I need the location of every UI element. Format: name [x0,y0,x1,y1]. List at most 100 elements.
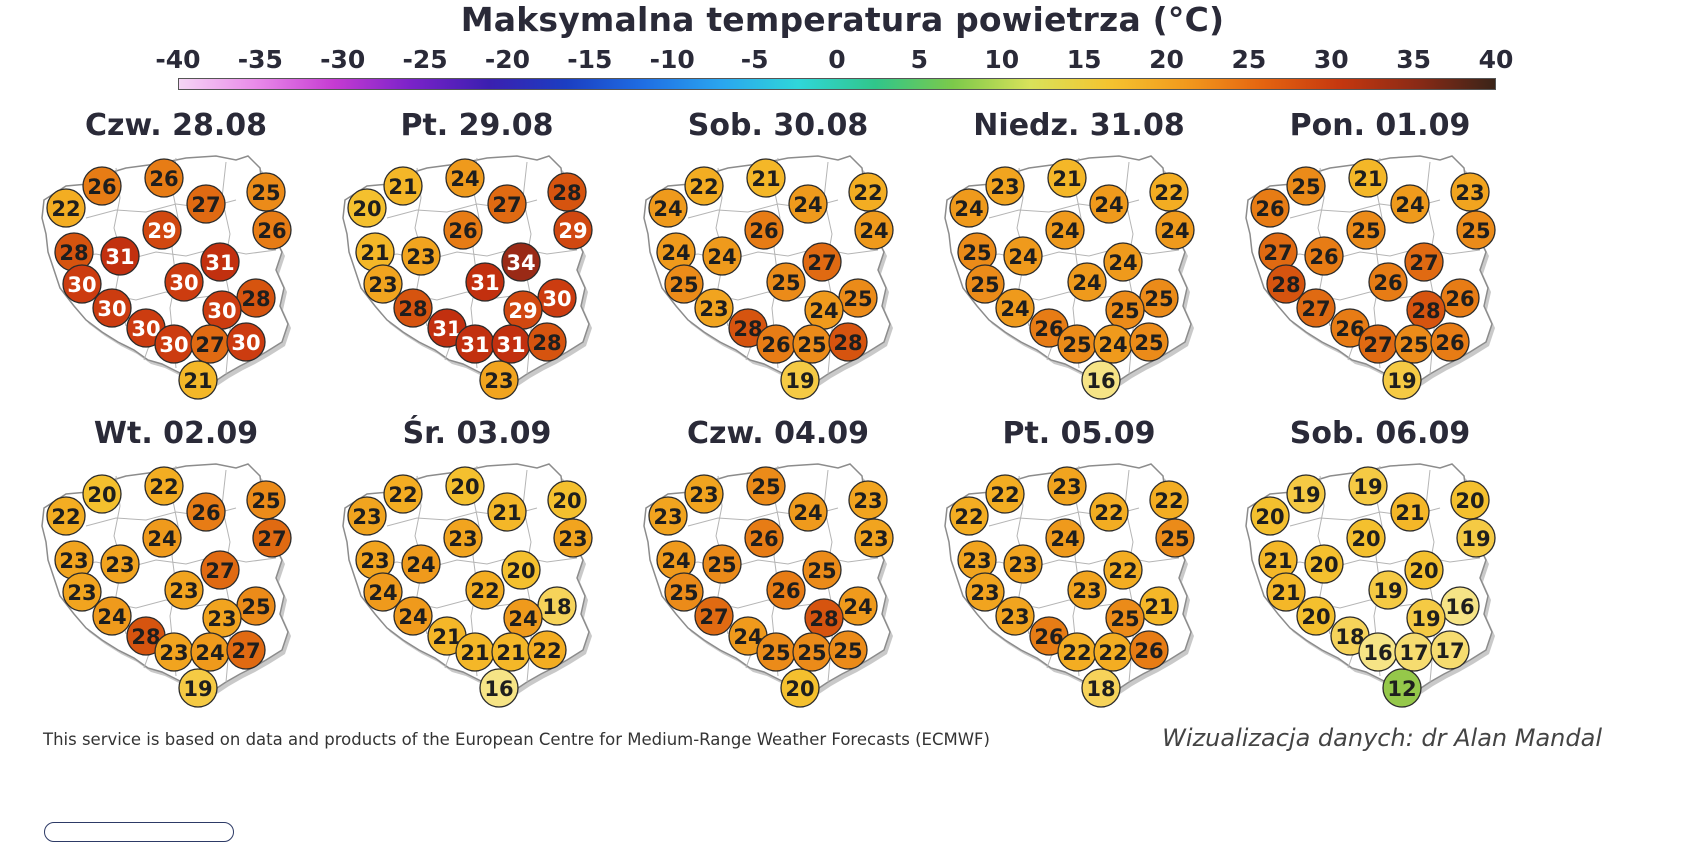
temperature-value: 22 [954,505,983,529]
temperature-value: 22 [990,483,1019,507]
temperature-circle [178,668,218,708]
temperature-value: 25 [843,287,872,311]
temperature-circle [383,474,423,514]
temperature-value: 20 [1409,559,1438,583]
city-temperature-marker: 27 [186,184,226,224]
temperature-value: 27 [191,193,220,217]
temperature-value: 22 [1062,641,1091,665]
temperature-value: 30 [231,331,260,355]
scale-tick-label: 0 [828,45,846,74]
city-temperature-marker: 20 [445,466,485,506]
city-temperature-marker: 25 [1139,278,1179,318]
forecast-map-panel: Wt. 02.09 22 20 22 26 25 27 23 23 24 27 23 23 24 25 23 2… [26,416,326,716]
city-temperature-marker: 21 [1266,572,1306,612]
temperature-value: 30 [542,287,571,311]
temperature-circle [363,572,403,612]
city-temperature-marker: 24 [656,540,696,580]
city-temperature-marker: 20 [1450,480,1490,520]
scale-tick-label: -30 [320,45,366,74]
city-temperature-marker: 24 [995,288,1035,328]
temperature-value: 25 [1110,607,1139,631]
city-temperature-marker: 22 [985,474,1025,514]
temperature-value: 26 [1445,287,1474,311]
temperature-value: 24 [1098,333,1127,357]
temperature-value: 27 [1409,251,1438,275]
temperature-value: 22 [1154,489,1183,513]
forecast-map-panel: Sob. 30.08 24 22 21 24 22 24 24 24 26 27 25 25 23 25 24… [628,108,928,408]
temperature-color-scale: -40 -35 -30 -25 -20 -15 -10 -5 0 5 10 15 20 25 30 35 40 [155,45,1513,95]
city-temperature-marker: 30 [226,322,266,362]
temperature-value: 25 [761,641,790,665]
city-temperature-marker: 16 [479,668,519,708]
temperature-value: 30 [67,273,96,297]
temperature-circle [178,360,218,400]
city-temperature-marker: 27 [1296,288,1336,328]
scale-tick-label: 35 [1396,45,1432,74]
city-temperature-marker: 28 [236,278,276,318]
temperature-value: 23 [352,505,381,529]
temperature-circle [1250,188,1290,228]
temperature-value: 26 [761,333,790,357]
city-temperature-marker: 25 [1129,322,1169,362]
temperature-value: 23 [990,175,1019,199]
city-temperature-marker: 27 [226,630,266,670]
temperature-value: 21 [183,369,212,393]
city-temperature-marker: 26 [443,210,483,250]
temperature-circle [1286,166,1326,206]
temperature-value: 19 [1461,527,1490,551]
city-temperature-marker: 23 [202,598,242,638]
temperature-value: 19 [785,369,814,393]
temperature-circle [200,242,240,282]
city-temperature-marker: 23 [54,540,94,580]
temperature-value: 24 [1050,219,1079,243]
city-temperature-marker: 23 [401,236,441,276]
temperature-value: 20 [1255,505,1284,529]
temperature-circle [1045,518,1085,558]
temperature-circle [142,518,182,558]
temperature-circle [848,172,888,212]
temperature-value: 19 [1373,579,1402,603]
temperature-circle [684,166,724,206]
temperature-value: 25 [807,559,836,583]
temperature-circle [802,242,842,282]
city-temperature-marker: 21 [746,158,786,198]
temperature-value: 31 [460,333,489,357]
scale-tick-label: -20 [484,45,531,74]
temperature-circle [1430,630,1470,670]
temperature-circle [1089,184,1129,224]
city-temperature-marker: 24 [1103,242,1143,282]
temperature-value: 25 [970,273,999,297]
city-temperature-marker: 24 [1155,210,1195,250]
temperature-value: 23 [859,527,888,551]
temperature-circle [1348,158,1388,198]
temperature-value: 16 [1086,369,1115,393]
temperature-value: 21 [1052,167,1081,191]
city-temperature-marker: 25 [1155,518,1195,558]
scale-color-bar [178,78,1496,90]
city-temperature-marker: 26 [756,324,796,364]
city-temperature-marker: 24 [788,184,828,224]
city-temperature-marker: 22 [383,474,423,514]
city-temperature-marker: 21 [1348,158,1388,198]
city-temperature-marker: 21 [491,632,531,672]
temperature-circle [527,322,567,362]
city-temperature-marker: 24 [1045,210,1085,250]
city-temperature-marker: 26 [252,210,292,250]
partially-visible-button[interactable] [44,822,234,842]
city-temperature-marker: 23 [1450,172,1490,212]
city-temperature-marker: 31 [100,236,140,276]
temperature-circle [1266,572,1306,612]
temperature-value: 24 [147,527,176,551]
temperature-circle [82,474,122,514]
temperature-circle [144,466,184,506]
temperature-circle [1089,492,1129,532]
city-temperature-marker: 23 [848,480,888,520]
temperature-value: 25 [669,581,698,605]
temperature-value: 22 [388,483,417,507]
forecast-map-panel: Śr. 03.09 23 22 20 21 20 23 23 24 23 20 24 22 24 18 24 2… [327,416,627,716]
temperature-value: 23 [169,579,198,603]
city-temperature-marker: 23 [355,540,395,580]
city-temperature-marker: 23 [100,544,140,584]
